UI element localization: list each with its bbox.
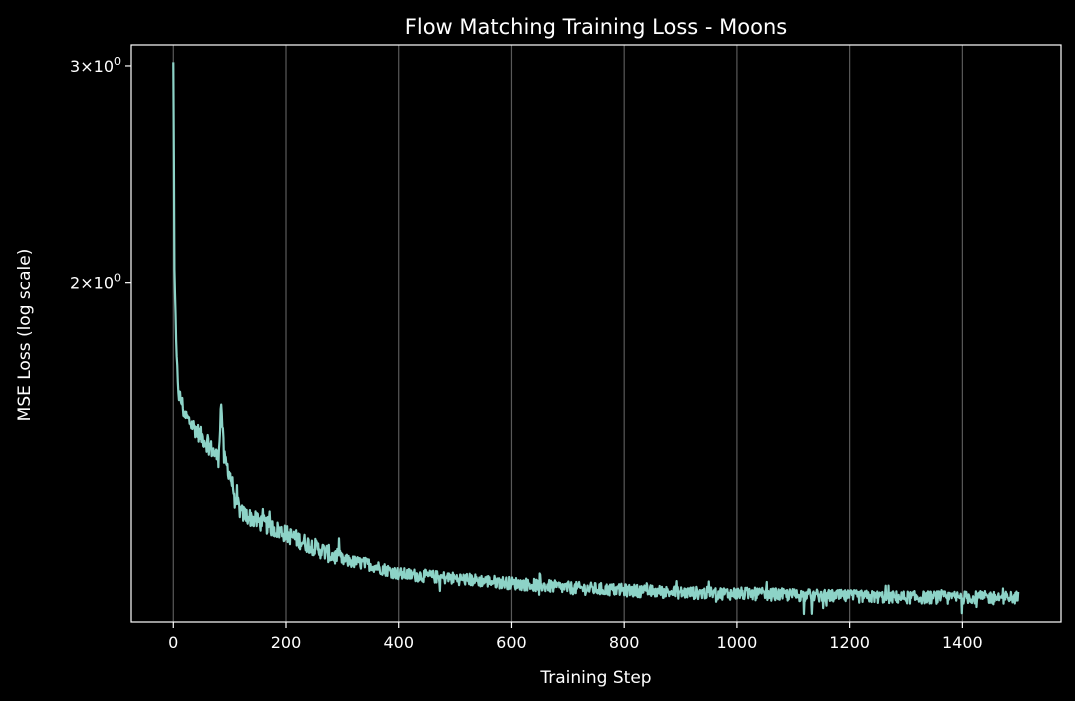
x-tick-label: 800 (609, 633, 640, 652)
plot-frame (130, 44, 1062, 623)
x-tick-label: 200 (271, 633, 302, 652)
x-tick-label: 600 (496, 633, 527, 652)
x-tick-label: 1000 (717, 633, 758, 652)
x-tick-label: 1200 (829, 633, 870, 652)
loss-series-line (172, 62, 1020, 616)
x-axis-label: Training Step (539, 668, 651, 688)
y-tick-label: 3×100 (70, 55, 121, 76)
x-tick-label: 0 (168, 633, 178, 652)
y-axis-label: MSE Loss (log scale) (15, 249, 35, 422)
y-tick-label: 2×100 (70, 272, 121, 293)
x-tick-label: 1400 (942, 633, 983, 652)
x-axis-ticks: 0 200 400 600 800 1000 1200 1400 (168, 622, 983, 652)
x-tick-label: 400 (383, 633, 414, 652)
series-layer (172, 62, 1020, 616)
y-axis-ticks: 3×100 2×100 (70, 55, 131, 293)
chart-title: Flow Matching Training Loss - Moons (405, 15, 787, 39)
